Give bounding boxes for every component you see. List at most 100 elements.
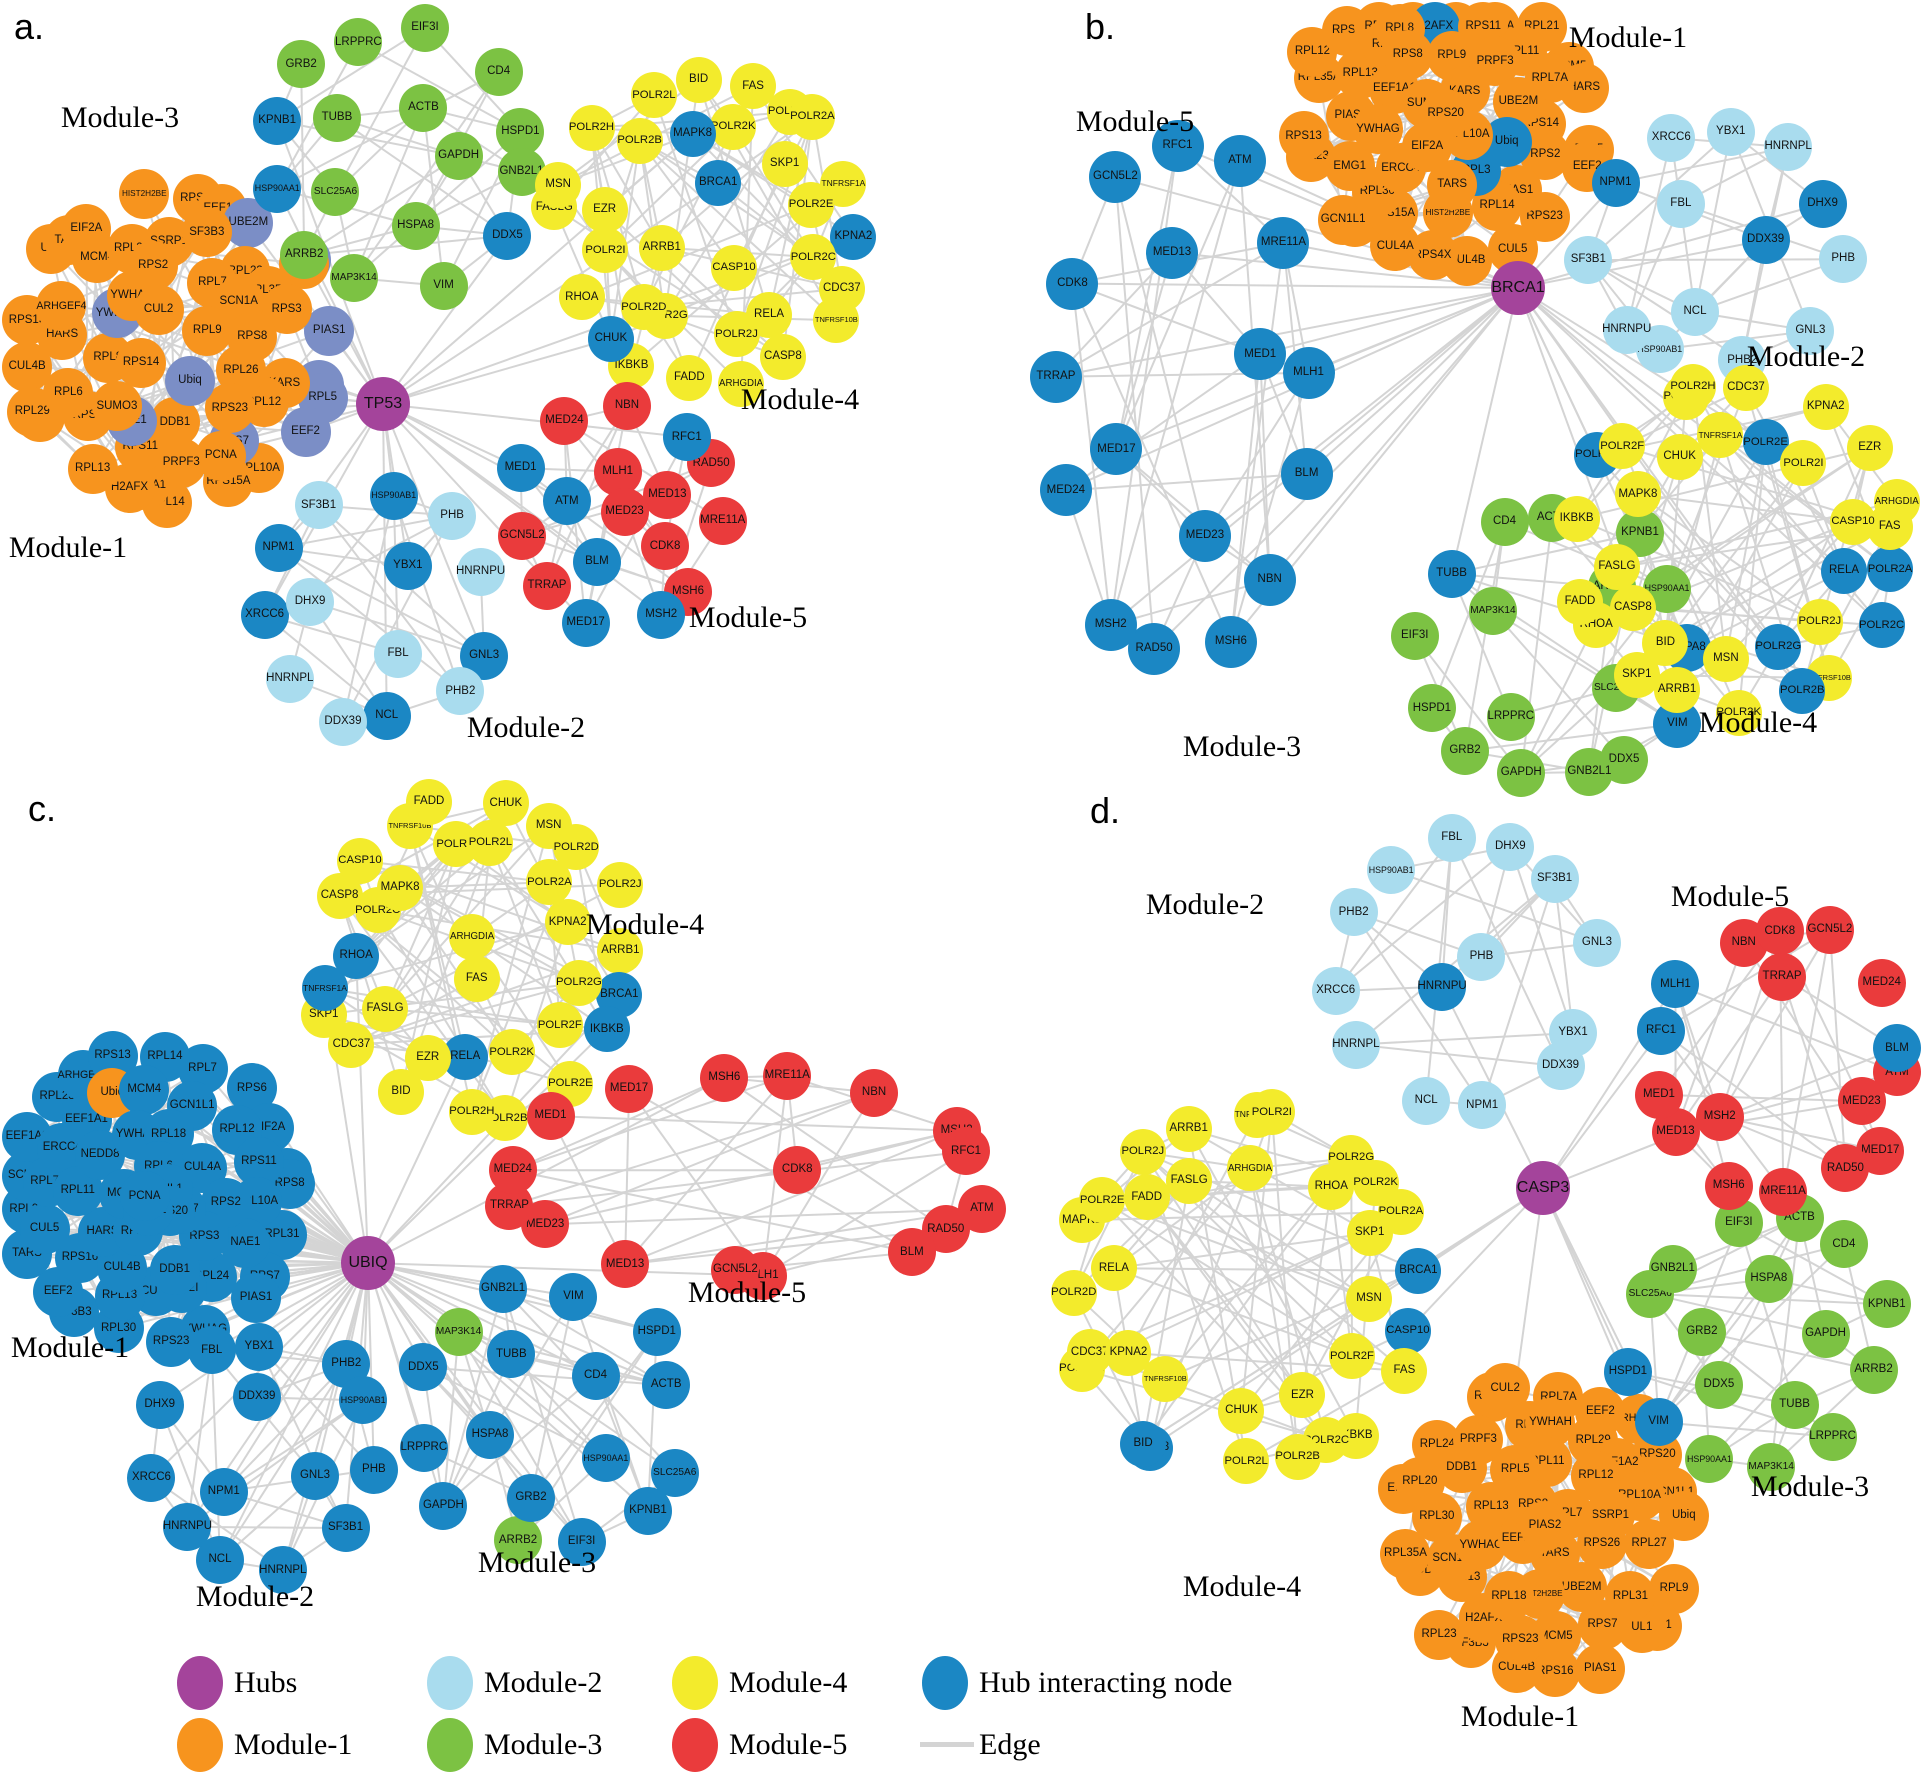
node-chuk: CHUK — [1656, 433, 1703, 480]
edge — [442, 1331, 460, 1507]
node-polr2j: POLR2J — [1796, 599, 1843, 646]
node-gcn5l2: GCN5L2 — [1089, 150, 1142, 203]
node-rps8: RPS8 — [1382, 29, 1433, 80]
node-cdc37: CDC37 — [1066, 1329, 1113, 1376]
edge — [1517, 239, 1766, 289]
node-kpna2: KPNA2 — [544, 899, 591, 946]
edge — [382, 403, 598, 563]
node-polr2g: POLR2G — [1755, 623, 1802, 670]
edge — [502, 1287, 667, 1386]
node-actb: ACTB — [399, 83, 448, 132]
node-skp1: SKP1 — [761, 140, 808, 187]
node-xrcc6: XRCC6 — [127, 1453, 176, 1502]
node-nbn: NBN — [850, 1068, 899, 1117]
legend-label-hubs: Hubs — [234, 1666, 298, 1699]
node-pcna: PCNA — [195, 431, 246, 482]
edge — [1450, 287, 1519, 574]
node-mapk8: MAPK8 — [377, 864, 424, 911]
node-polr2e: POLR2E — [1079, 1177, 1126, 1224]
edge — [210, 1350, 222, 1561]
node-blm: BLM — [1873, 1024, 1921, 1073]
module-title-a-module-4: Module-4 — [740, 383, 860, 416]
node-hspd1: HSPD1 — [1407, 684, 1456, 733]
edge — [1101, 1199, 1353, 1358]
legend-swatch-module-5 — [672, 1718, 718, 1772]
edge — [1542, 1187, 1629, 1373]
node-ezr: EZR — [404, 1035, 451, 1082]
edge — [512, 1076, 725, 1172]
edge — [624, 1129, 958, 1266]
node-grb2: GRB2 — [1440, 726, 1489, 775]
node-cd4: CD4 — [1480, 497, 1529, 546]
node-mapk8: MAPK8 — [1614, 471, 1661, 518]
node-rpl18: RPL18 — [1483, 1571, 1534, 1622]
node-cul5: CUL5 — [19, 1204, 70, 1255]
module-title-d-module-2: Module-2 — [1145, 888, 1265, 921]
node-ubiq: Ubiq — [164, 355, 215, 406]
legend-label-module-3: Module-3 — [484, 1728, 603, 1761]
node-sf3b3: SF3B3 — [181, 207, 232, 258]
edge — [263, 614, 388, 717]
edge — [1701, 1330, 1874, 1372]
edge — [1187, 1128, 1357, 1437]
node-rpl27: RPL27 — [1624, 1518, 1675, 1569]
node-xrcc6: XRCC6 — [240, 590, 289, 639]
node-med23: MED23 — [1178, 510, 1231, 563]
node-mre11a: MRE11A — [763, 1051, 812, 1100]
edge — [1072, 282, 1519, 289]
edge — [1737, 1222, 1796, 1406]
node-rfc1: RFC1 — [662, 413, 711, 462]
node-brca1: BRCA1 — [695, 160, 742, 207]
node-cdk8: CDK8 — [1755, 907, 1804, 956]
edge — [1305, 287, 1519, 475]
node-rfc1: RFC1 — [1151, 119, 1204, 172]
node-npm1: NPM1 — [254, 523, 303, 572]
edge — [303, 155, 460, 257]
edge — [1658, 1421, 1833, 1438]
edge — [1588, 258, 1844, 262]
node-ybx1: YBX1 — [383, 542, 432, 591]
hub-node-tp53: TP53 — [356, 377, 410, 431]
edge — [1615, 146, 1789, 185]
node-map3k14: MAP3K14 — [1468, 587, 1517, 636]
edge — [457, 1331, 583, 1543]
node-arhgef4: ARHGEF4 — [36, 280, 86, 331]
node-phb: PHB — [1819, 235, 1868, 284]
edge — [367, 1262, 764, 1277]
edge — [357, 41, 521, 133]
node-tnfrsf10b: TNFRSF10B — [813, 297, 860, 344]
node-actb: ACTB — [642, 1361, 691, 1410]
edge — [1355, 1031, 1574, 1046]
node-rfc1: RFC1 — [1637, 1006, 1686, 1055]
edge — [382, 235, 509, 405]
edge — [258, 1346, 375, 1471]
node-trrap: TRRAP — [1029, 350, 1082, 403]
node-bid: BID — [1642, 619, 1689, 666]
node-rhoa: RHOA — [333, 933, 380, 980]
edge — [400, 881, 550, 889]
edge — [353, 130, 522, 279]
node-vim: VIM — [549, 1272, 598, 1321]
node-polr2i: POLR2I — [1248, 1089, 1295, 1136]
module-title-b-module-2: Module-2 — [1746, 340, 1866, 373]
node-gnb2l1: GNB2L1 — [479, 1264, 528, 1313]
node-hsp90ab1: HSP90AB1 — [339, 1376, 388, 1425]
node-xrcc6: XRCC6 — [1311, 967, 1360, 1016]
node-polr2k: POLR2K — [710, 104, 757, 151]
edge — [1109, 160, 1241, 626]
edge — [1517, 287, 1598, 456]
edge — [187, 1525, 346, 1529]
edge — [351, 981, 580, 1046]
node-nbn: NBN — [1243, 553, 1296, 606]
node-polr2c: POLR2C — [1858, 602, 1905, 649]
node-bid: BID — [1120, 1420, 1167, 1467]
edge — [384, 842, 492, 1010]
node-hspa8: HSPA8 — [466, 1411, 515, 1460]
edge — [628, 1088, 913, 1254]
node-vim: VIM — [1634, 1398, 1683, 1447]
node-rpl9: RPL9 — [182, 306, 233, 357]
edge — [1509, 846, 1575, 1034]
node-gcn5l2: GCN5L2 — [1805, 905, 1854, 954]
node-polr2l: POLR2L — [467, 819, 514, 866]
node-mlh1: MLH1 — [593, 447, 642, 496]
